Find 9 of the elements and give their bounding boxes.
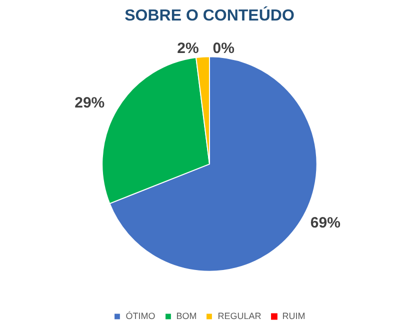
legend-label: REGULAR [218, 311, 262, 321]
chart-title: SOBRE O CONTEÚDO [124, 6, 294, 24]
legend-label: ÓTIMO [126, 311, 156, 321]
data-label: 69% [310, 214, 340, 232]
legend-label: BOM [176, 311, 197, 321]
data-label: 2% [177, 40, 199, 58]
text: 0% [212, 40, 234, 57]
data-label: 29% [74, 94, 105, 112]
legend-label: RUIM [282, 311, 306, 321]
